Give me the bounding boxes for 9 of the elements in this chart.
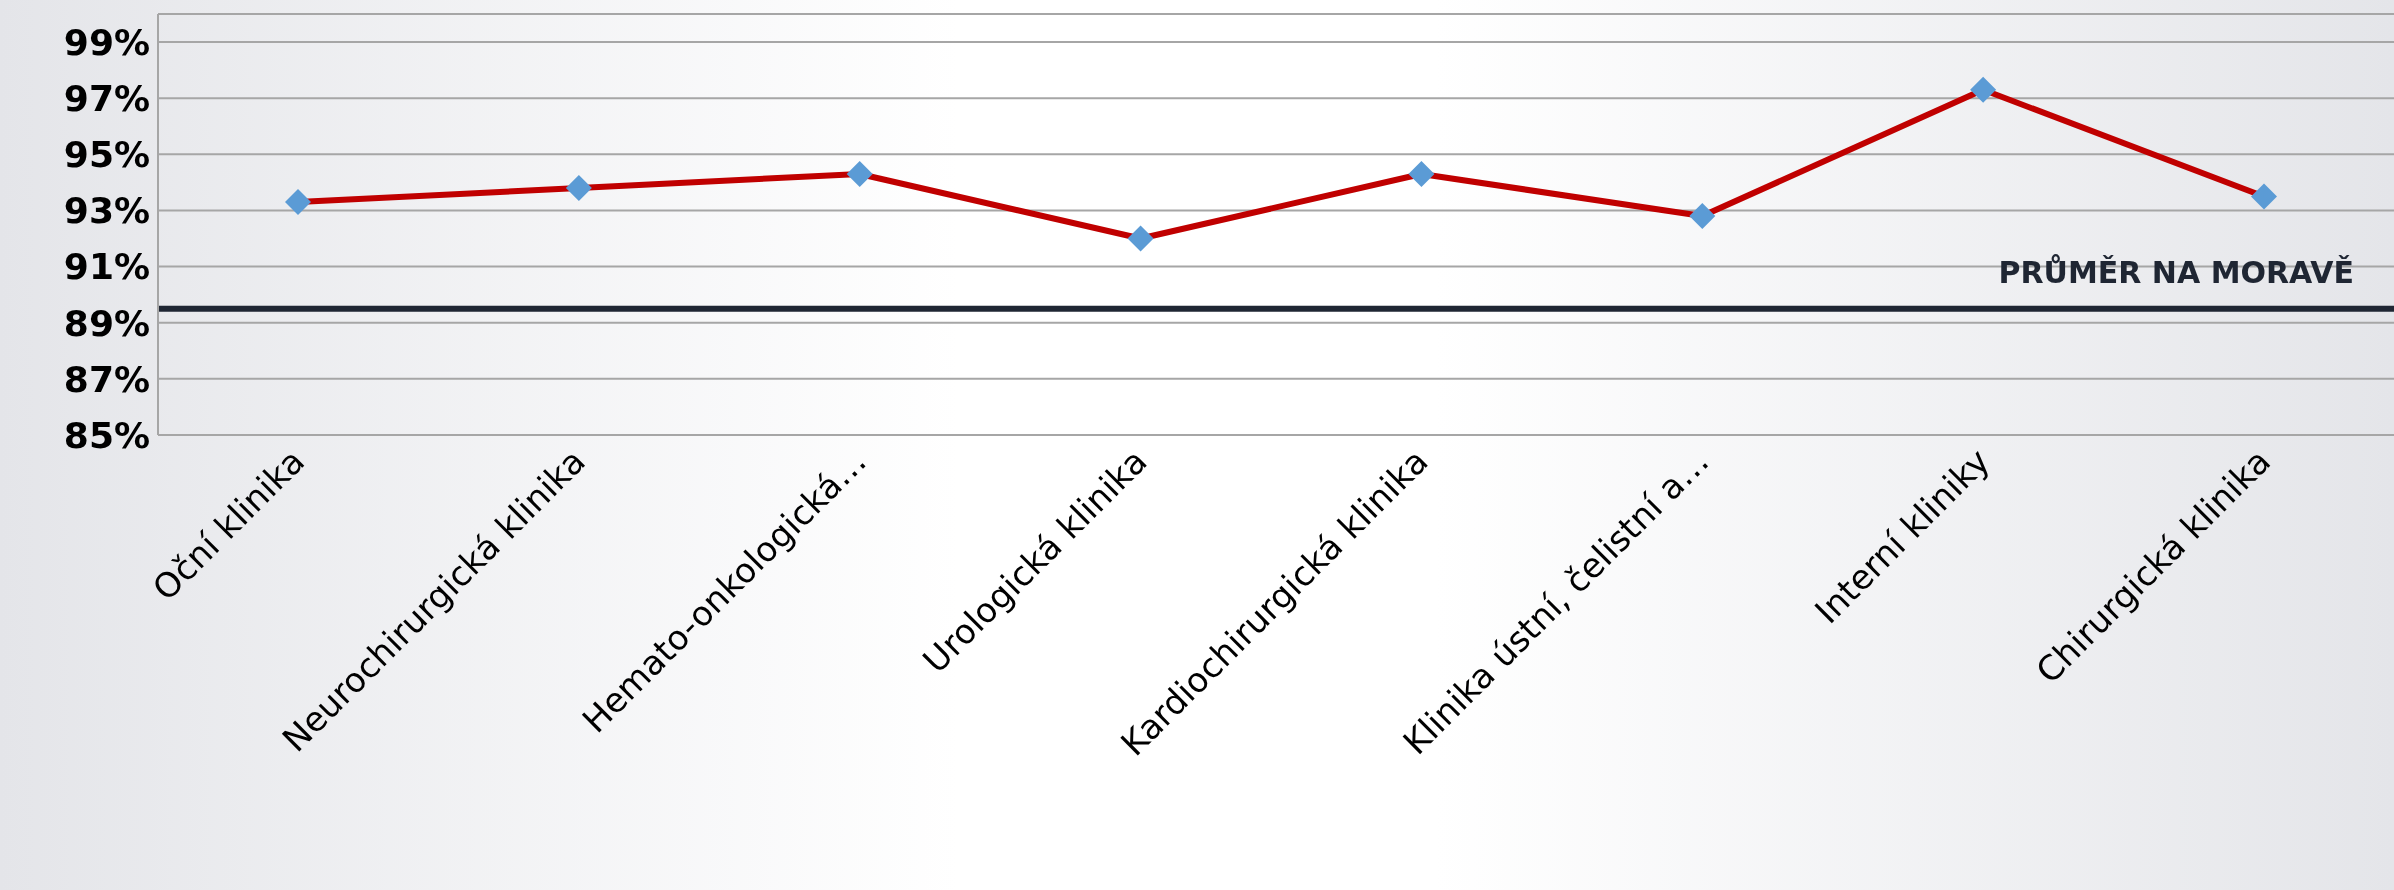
y-tick-label: 99% [63,21,150,63]
y-tick-label: 95% [63,134,150,176]
ref-line-label: PRŮMĚR NA MORAVĚ [1998,253,2354,290]
y-tick-label: 89% [63,302,150,344]
y-tick-label: 97% [63,77,150,119]
y-tick-label: 93% [63,190,150,232]
y-tick-label: 87% [63,358,150,400]
y-tick-label: 85% [63,414,150,456]
y-tick-label: 91% [63,246,150,288]
